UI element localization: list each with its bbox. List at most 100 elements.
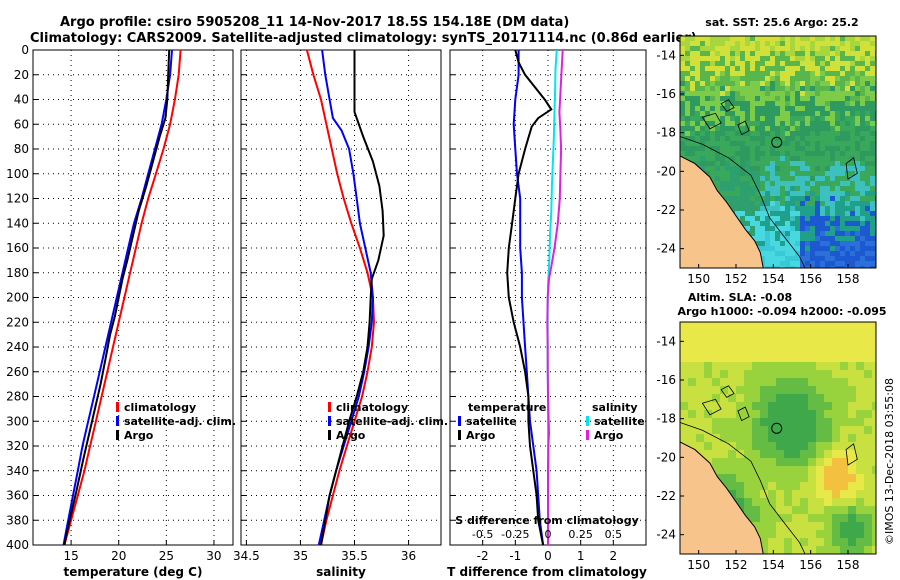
field-cell	[730, 96, 736, 102]
field-cell	[720, 346, 729, 355]
field-cell	[835, 96, 841, 102]
field-cell	[792, 466, 801, 475]
field-cell	[795, 61, 801, 67]
field-cell	[760, 322, 769, 331]
field-cell	[792, 378, 801, 387]
field-cell	[680, 362, 689, 371]
field-cell	[850, 241, 856, 247]
field-cell	[705, 66, 711, 72]
field-cell	[770, 166, 776, 172]
field-cell	[685, 36, 691, 42]
field-cell	[815, 241, 821, 247]
difference-panel: -2 -1 0 1 2 -0.5 -0.25 0 0.25 0.5 T difference f…	[447, 49, 647, 579]
field-cell	[835, 131, 841, 137]
field-cell	[808, 498, 817, 507]
field-cell	[700, 121, 706, 127]
field-cell	[770, 51, 776, 57]
field-cell	[730, 176, 736, 182]
field-cell	[775, 176, 781, 182]
field-cell	[700, 116, 706, 122]
field-cell	[816, 538, 825, 547]
field-cell	[795, 146, 801, 152]
field-cell	[810, 196, 816, 202]
field-cell	[850, 136, 856, 142]
field-cell	[790, 236, 796, 242]
field-cell	[688, 410, 697, 419]
field-cell	[770, 251, 776, 257]
field-cell	[865, 106, 871, 112]
field-cell	[705, 161, 711, 167]
field-cell	[810, 86, 816, 92]
field-cell	[780, 236, 786, 242]
field-cell	[856, 442, 865, 451]
field-cell	[755, 156, 761, 162]
field-cell	[770, 121, 776, 127]
lon-tick-label: 158	[837, 558, 860, 572]
field-cell	[680, 116, 686, 122]
field-cell	[695, 36, 701, 42]
field-cell	[830, 236, 836, 242]
field-cell	[795, 141, 801, 147]
field-cell	[750, 61, 756, 67]
field-cell	[720, 450, 729, 459]
field-cell	[795, 126, 801, 132]
field-cell	[815, 91, 821, 97]
field-cell	[860, 166, 866, 172]
field-cell	[760, 466, 769, 475]
field-cell	[785, 226, 791, 232]
field-cell	[840, 141, 846, 147]
field-cell	[800, 434, 809, 443]
field-cell	[840, 378, 849, 387]
field-cell	[760, 81, 766, 87]
field-cell	[780, 116, 786, 122]
field-cell	[780, 66, 786, 72]
field-cell	[845, 226, 851, 232]
difference-lines	[506, 49, 564, 546]
field-cell	[840, 161, 846, 167]
field-cell	[850, 56, 856, 62]
field-cell	[800, 482, 809, 491]
field-cell	[800, 546, 809, 554]
field-cell	[860, 46, 866, 52]
field-cell	[805, 86, 811, 92]
field-cell	[736, 394, 745, 403]
field-cell	[810, 246, 816, 252]
field-cell	[872, 530, 876, 539]
field-cell	[770, 221, 776, 227]
field-cell	[780, 81, 786, 87]
field-cell	[780, 251, 786, 257]
legend-swatch-satellite	[328, 416, 331, 426]
field-cell	[785, 171, 791, 177]
field-cell	[730, 156, 736, 162]
field-cell	[824, 346, 833, 355]
field-cell	[745, 141, 751, 147]
field-cell	[824, 322, 833, 331]
field-cell	[850, 126, 856, 132]
field-cell	[760, 106, 766, 112]
field-cell	[830, 131, 836, 137]
figure-title-line2: Climatology: CARS2009. Satellite-adjuste…	[30, 31, 697, 46]
field-cell	[770, 36, 776, 42]
lon-tick-label: 152	[725, 558, 748, 572]
field-cell	[795, 226, 801, 232]
field-cell	[710, 81, 716, 87]
field-cell	[680, 146, 686, 152]
field-cell	[776, 426, 785, 435]
lon-tick-label: 156	[799, 272, 822, 286]
field-cell	[784, 418, 793, 427]
y-tick-label: 380	[6, 513, 29, 527]
field-cell	[775, 246, 781, 252]
field-cell	[765, 111, 771, 117]
field-cell	[680, 131, 686, 137]
field-cell	[695, 61, 701, 67]
field-cell	[784, 354, 793, 363]
field-cell	[815, 156, 821, 162]
field-cell	[865, 166, 871, 172]
field-cell	[855, 41, 861, 47]
field-cell	[810, 151, 816, 157]
field-cell	[824, 490, 833, 499]
field-cell	[805, 126, 811, 132]
field-cell	[736, 466, 745, 475]
field-cell	[752, 418, 761, 427]
field-cell	[765, 256, 771, 262]
